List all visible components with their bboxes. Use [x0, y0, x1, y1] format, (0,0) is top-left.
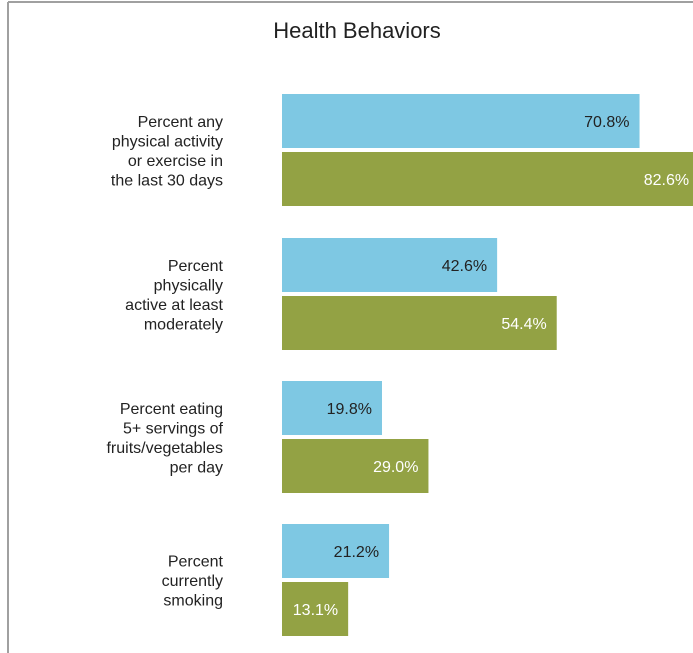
category-label: Percent any physical activity or exercise … — [111, 114, 223, 190]
bar — [282, 152, 693, 206]
data-label: 21.2% — [334, 544, 379, 561]
category-label-line: fruits/vegetables — [106, 440, 223, 457]
category-label-line: moderately — [144, 316, 223, 333]
category-label-line: smoking — [163, 593, 223, 610]
bar — [282, 94, 640, 148]
bars-group: Percent any physical activity or exercise … — [106, 94, 693, 636]
category-label-line: physical activity — [112, 133, 223, 150]
bar — [282, 524, 390, 578]
category-label-line: Percent eating — [120, 401, 223, 418]
category-label-line: Percent any — [138, 114, 223, 131]
category-label-line: currently — [162, 573, 223, 590]
category-label-line: per day — [170, 459, 223, 476]
bar — [282, 582, 349, 636]
data-label: 42.6% — [442, 258, 487, 275]
bar — [282, 439, 429, 493]
category-label: Percent eating 5+ servings of fruits/veget… — [106, 401, 223, 477]
bar — [282, 296, 557, 350]
chart-title: Health Behaviors — [273, 18, 441, 43]
category-label-line: the last 30 days — [111, 172, 223, 189]
category-label-line: physically — [154, 277, 223, 294]
data-label: 19.8% — [327, 401, 372, 418]
category-label: Percent physically active at least moderate… — [125, 258, 223, 334]
category-label: Percent currently smoking — [162, 554, 224, 610]
data-label: 13.1% — [293, 602, 338, 619]
category-label-line: active at least — [125, 297, 223, 314]
data-label: 29.0% — [373, 459, 418, 476]
category-label-line: Percent — [168, 554, 224, 571]
data-label: 82.6% — [644, 172, 689, 189]
category-label-line: 5+ servings of — [123, 420, 224, 437]
bar — [282, 381, 382, 435]
category-label-line: Percent — [168, 258, 224, 275]
data-label: 70.8% — [584, 114, 629, 131]
bar — [282, 238, 498, 292]
category-label-line: or exercise in — [128, 153, 223, 170]
data-label: 54.4% — [501, 316, 546, 333]
